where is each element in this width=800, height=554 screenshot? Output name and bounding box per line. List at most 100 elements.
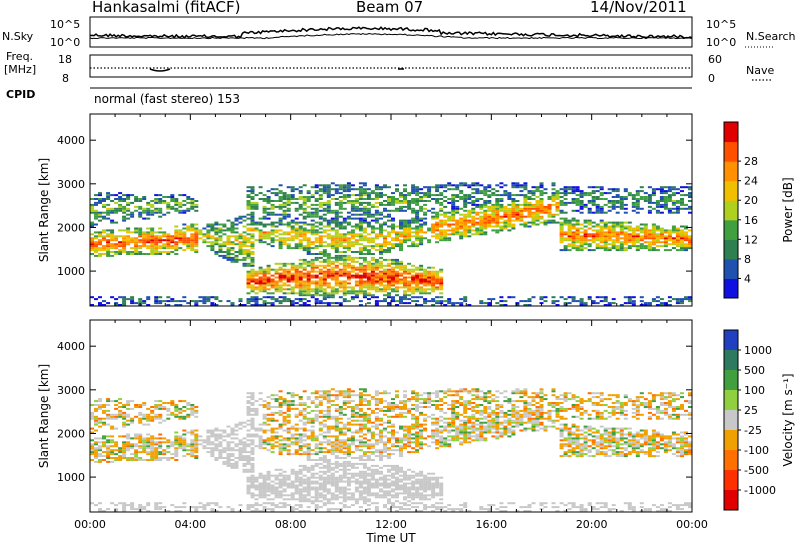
- velocity-cell: [94, 421, 98, 424]
- power-cell: [334, 221, 339, 224]
- velocity-cell: [202, 506, 207, 509]
- velocity-cell: [106, 449, 111, 452]
- power-cell: [563, 231, 568, 234]
- velocity-cell: [310, 464, 315, 467]
- power-cell: [379, 288, 383, 291]
- power-cell: [579, 247, 584, 250]
- power-cell: [174, 237, 179, 240]
- power-cell: [551, 302, 556, 305]
- power-cell: [326, 186, 331, 189]
- power-cell: [403, 302, 407, 305]
- power-cell: [583, 239, 588, 242]
- power-cell: [262, 276, 267, 279]
- velocity-cell: [174, 437, 179, 440]
- power-cell: [142, 196, 147, 198]
- power-cell: [358, 229, 363, 232]
- power-cell: [539, 205, 544, 208]
- velocity-cell: [146, 443, 151, 446]
- power-cell: [463, 201, 468, 204]
- power-cell: [399, 205, 403, 208]
- power-cell: [150, 239, 155, 242]
- power-cell: [206, 223, 211, 226]
- power-cell: [174, 231, 179, 234]
- power-cell: [190, 198, 195, 200]
- velocity-cell: [318, 390, 323, 393]
- power-cell: [294, 243, 299, 246]
- velocity-cell: [290, 443, 295, 446]
- power-cell: [314, 192, 319, 195]
- power-cell: [403, 286, 407, 289]
- power-cell: [455, 221, 460, 224]
- velocity-cell: [314, 504, 319, 507]
- power-cell: [419, 229, 424, 232]
- velocity-cell: [246, 492, 251, 495]
- power-cell: [246, 286, 251, 289]
- power-cell: [110, 239, 115, 242]
- power-cell: [250, 233, 255, 236]
- velocity-cell: [122, 457, 127, 459]
- power-cell: [222, 245, 227, 248]
- velocity-cell: [282, 476, 287, 479]
- power-cell: [258, 192, 263, 195]
- power-cell: [114, 243, 119, 246]
- velocity-cell: [190, 445, 195, 448]
- velocity-cell: [166, 417, 171, 420]
- power-cell: [563, 233, 568, 236]
- power-cell: [451, 194, 456, 197]
- velocity-cell: [254, 435, 259, 438]
- power-cell: [663, 245, 668, 248]
- velocity-cell: [306, 492, 311, 495]
- power-cell: [106, 241, 111, 244]
- power-cell: [639, 223, 644, 226]
- power-cell: [226, 253, 231, 255]
- power-cell: [106, 203, 111, 206]
- power-cell: [487, 219, 492, 222]
- power-cell: [306, 262, 311, 265]
- velocity-cell: [278, 398, 283, 401]
- power-cell: [250, 223, 255, 226]
- power-cell: [298, 245, 303, 248]
- power-cell: [439, 233, 444, 236]
- power-cell: [374, 227, 379, 230]
- velocity-cell: [314, 392, 319, 395]
- power-cell: [162, 300, 167, 303]
- power-cell: [539, 200, 544, 202]
- power-cell: [302, 249, 307, 252]
- power-cell: [278, 300, 283, 303]
- power-cell: [122, 209, 127, 212]
- velocity-cell: [262, 400, 267, 403]
- power-cell: [338, 296, 343, 299]
- power-cell: [310, 203, 315, 206]
- power-cell: [483, 217, 488, 220]
- power-cell: [467, 201, 472, 204]
- power-cell: [314, 276, 319, 279]
- power-cell: [322, 241, 327, 244]
- power-cell: [326, 194, 331, 197]
- velocity-cell: [246, 402, 251, 404]
- power-cell: [174, 304, 179, 306]
- power-cell: [623, 233, 628, 236]
- power-cell: [571, 247, 576, 250]
- power-cell: [647, 241, 652, 244]
- velocity-cell: [306, 435, 311, 438]
- velocity-cell: [258, 482, 263, 485]
- power-cell: [150, 213, 155, 216]
- power-cell: [659, 235, 664, 238]
- velocity-cell: [282, 488, 287, 491]
- power-cell: [411, 186, 416, 189]
- power-cell: [579, 196, 584, 198]
- power-cell: [579, 298, 584, 301]
- power-cell: [338, 200, 343, 202]
- power-cell: [671, 241, 676, 244]
- velocity-cell: [286, 451, 291, 454]
- velocity-cell: [174, 443, 179, 446]
- velocity-cell: [246, 468, 251, 471]
- power-cell: [310, 211, 315, 214]
- power-cell: [166, 304, 171, 306]
- power-cell: [680, 225, 684, 228]
- power-cell: [495, 190, 500, 193]
- power-cell: [383, 270, 387, 273]
- power-cell: [334, 215, 339, 218]
- power-cell: [387, 272, 391, 275]
- velocity-cell: [218, 453, 223, 456]
